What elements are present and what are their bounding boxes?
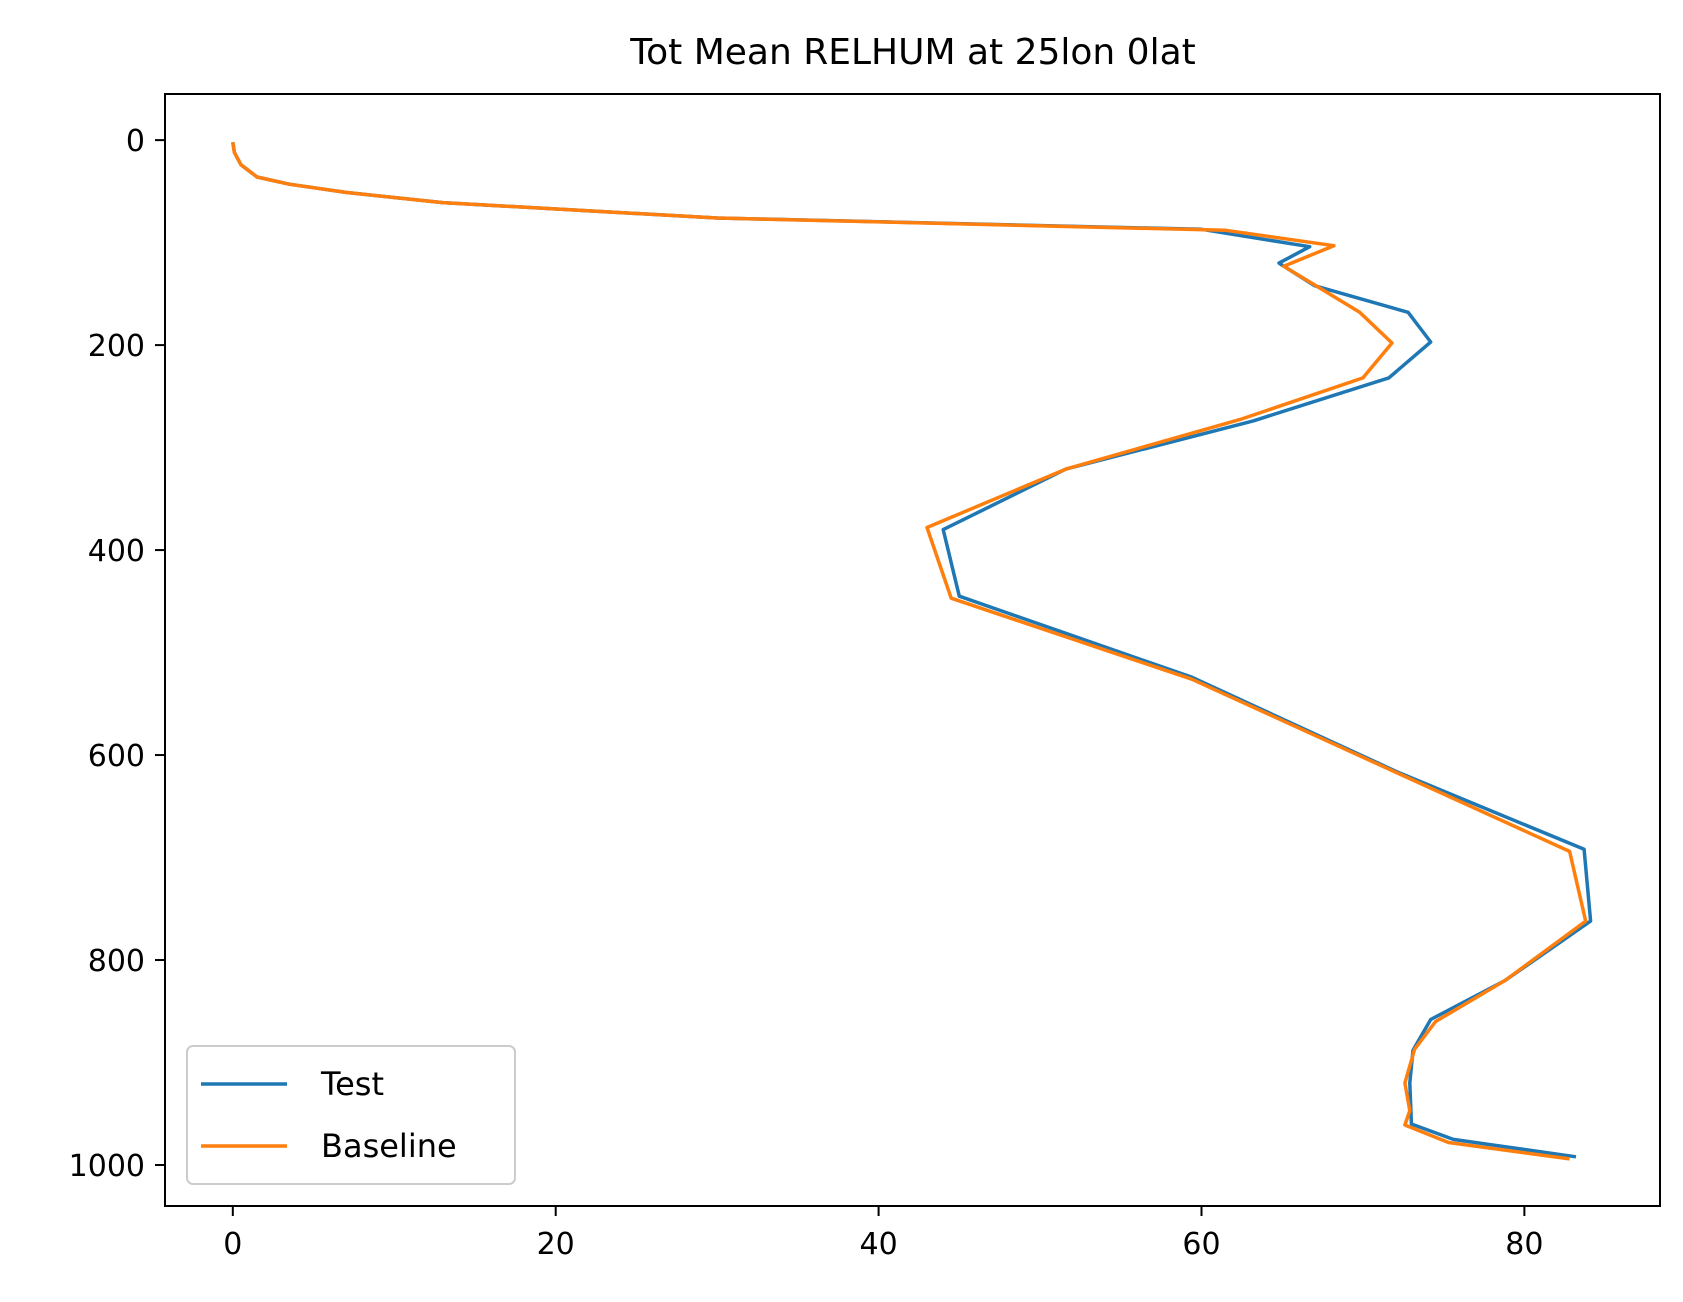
x-tick-label: 0	[223, 1227, 242, 1262]
x-tick-label: 80	[1505, 1227, 1543, 1262]
legend-label-test: Test	[320, 1065, 384, 1103]
y-tick-label: 1000	[69, 1149, 145, 1184]
x-tick-label: 20	[537, 1227, 575, 1262]
y-tick-label: 800	[88, 944, 145, 979]
legend-box	[186, 1045, 516, 1185]
legend-label-baseline: Baseline	[321, 1127, 457, 1165]
y-tick-label: 0	[126, 124, 145, 159]
plot-area-frame	[164, 93, 1661, 1207]
x-tick-label: 40	[860, 1227, 898, 1262]
y-tick-label: 200	[88, 329, 145, 364]
x-tick-label: 60	[1182, 1227, 1220, 1262]
y-axis: 0 200 400 600 800 1000	[69, 124, 165, 1184]
x-axis: 0 20 40 60 80	[223, 1206, 1543, 1262]
y-tick-label: 400	[88, 534, 145, 569]
chart-title: Tot Mean RELHUM at 25lon 0lat	[629, 32, 1196, 73]
series-line-baseline	[231, 141, 1588, 1161]
series-layer	[231, 141, 1593, 1161]
y-tick-label: 600	[88, 739, 145, 774]
legend: Test Baseline	[186, 1045, 516, 1185]
